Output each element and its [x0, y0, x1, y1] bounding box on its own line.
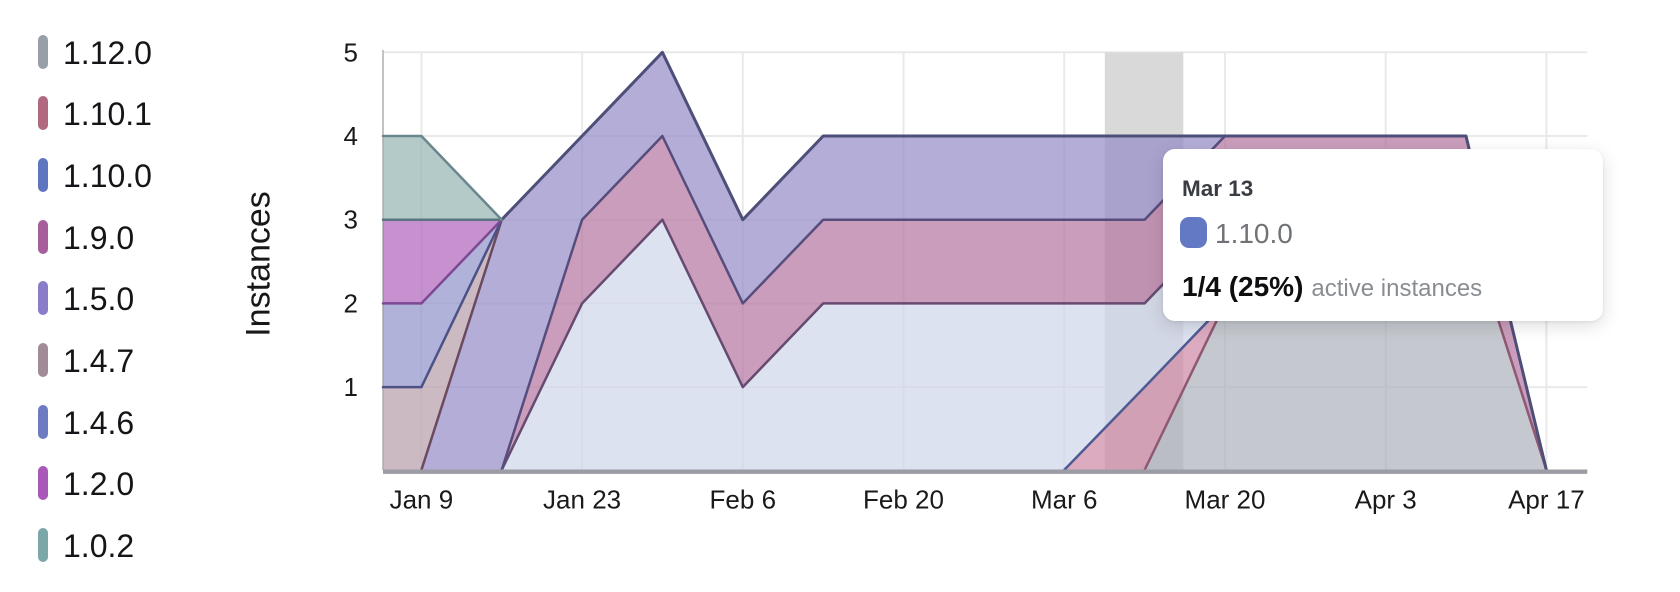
- svg-text:1: 1: [344, 372, 358, 402]
- svg-text:4: 4: [344, 121, 358, 151]
- svg-text:Mar 20: Mar 20: [1185, 485, 1266, 515]
- svg-text:2: 2: [344, 288, 358, 318]
- svg-text:Jan 23: Jan 23: [543, 485, 621, 515]
- svg-text:5: 5: [344, 37, 358, 67]
- svg-text:Apr 3: Apr 3: [1355, 485, 1417, 515]
- svg-text:Apr 17: Apr 17: [1508, 485, 1585, 515]
- svg-text:Feb 20: Feb 20: [863, 485, 944, 515]
- svg-text:Feb 6: Feb 6: [710, 485, 777, 515]
- svg-text:Mar 6: Mar 6: [1031, 485, 1097, 515]
- svg-text:Jan 9: Jan 9: [390, 485, 454, 515]
- svg-text:3: 3: [344, 205, 358, 235]
